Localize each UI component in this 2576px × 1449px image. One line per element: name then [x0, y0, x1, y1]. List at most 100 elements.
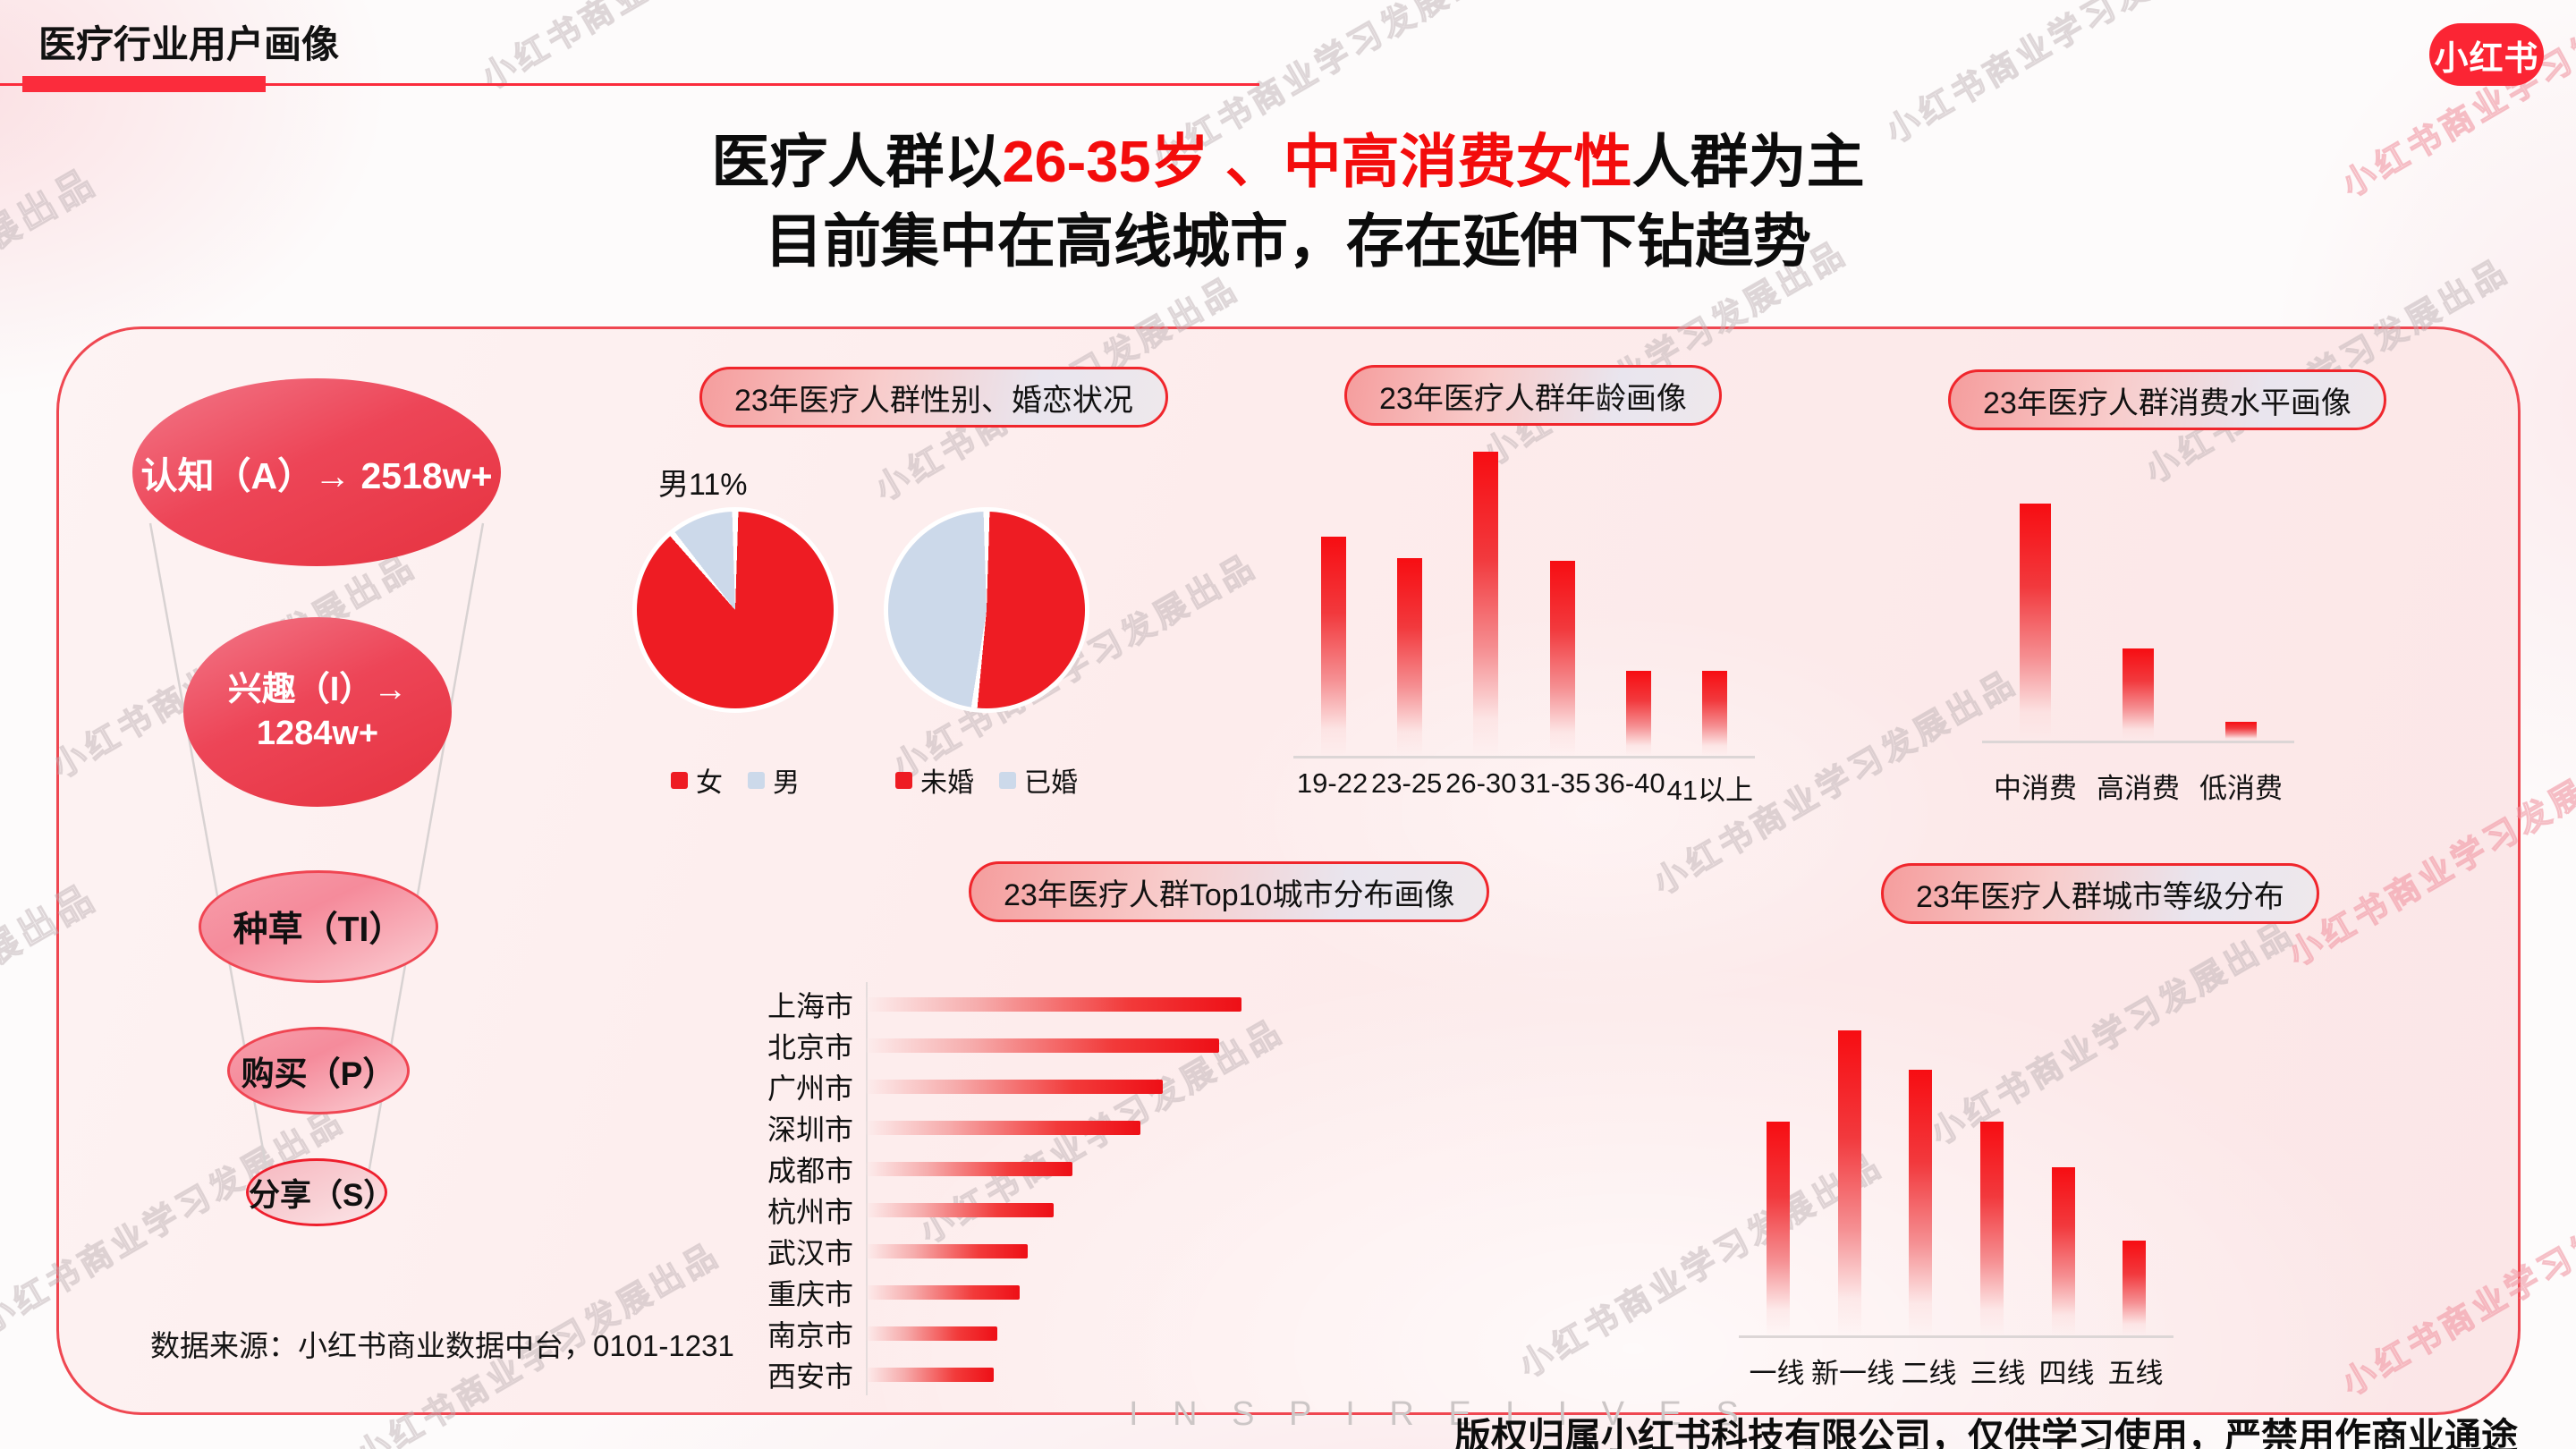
bar: [866, 1326, 997, 1341]
male-swatch: [748, 771, 765, 789]
bar: [1473, 452, 1499, 756]
funnel-stage-share-label: 分享（S）: [249, 1177, 395, 1213]
xiaohongshu-logo-text: 小红书: [2434, 39, 2539, 78]
city-row: 上海市: [732, 984, 1413, 1025]
bar: [1549, 561, 1575, 756]
bar-track: [866, 1368, 1413, 1382]
copyright-note: 版权归属小红书科技有限公司，仅供学习使用，严禁用作商业通途: [1454, 1416, 2518, 1449]
bar-track: [866, 1203, 1413, 1217]
city-tier-chart-labels: 一线 新一线 二线 三线 四线 五线: [1742, 1351, 2170, 1391]
bar-track: [866, 1038, 1413, 1053]
city-row: 南京市: [732, 1313, 1413, 1354]
pill-city-tier: 23年医疗人群城市等级分布: [1881, 863, 2319, 924]
top10-cities-bar-chart: 上海市 北京市 广州市 深圳市 成都市 杭州市 武汉市 重庆市 南京市 西安市: [732, 984, 1413, 1395]
bar-column: [2190, 504, 2292, 741]
city-tier-chart-axis: [1739, 1335, 2174, 1338]
bar-column: [1448, 452, 1524, 756]
bar: [1979, 1122, 2004, 1335]
consumption-bar-chart: [1984, 504, 2292, 741]
bar: [866, 1285, 1020, 1300]
title-prefix: 医疗人群以: [711, 129, 1003, 194]
funnel-stage-awareness: 认知（A）→ 2518w+: [132, 378, 501, 566]
marriage-pie-legend: 未婚 已婚: [875, 760, 1098, 800]
bar-label-slot: 36-40: [1592, 767, 1666, 800]
bar: [866, 1368, 994, 1382]
married-swatch: [999, 771, 1016, 789]
pill-age: 23年医疗人群年龄画像: [1344, 365, 1722, 426]
bar-track: [866, 1285, 1413, 1300]
bar-label-slot: 四线: [2032, 1351, 2101, 1391]
unmarried-swatch: [895, 771, 912, 789]
bar-label: 41以上: [1666, 775, 1754, 806]
bar-label: 一线: [1749, 1358, 1805, 1389]
funnel-guide-lines: [148, 522, 485, 1209]
bar-track: [866, 1162, 1413, 1176]
bar-label-slot: 二线: [1894, 1351, 1963, 1391]
city-label: 武汉市: [767, 1237, 853, 1269]
bar-track: [866, 1326, 1413, 1341]
bar-column: [1600, 452, 1676, 756]
consumption-chart-axis: [1982, 741, 2294, 743]
city-label: 广州市: [767, 1072, 853, 1105]
bar: [1837, 1030, 1861, 1335]
bar-label: 五线: [2107, 1358, 2164, 1389]
main-title-line1: 医疗人群以26-35岁 、中高消费女性人群为主: [483, 132, 2093, 191]
bar-label: 36-40: [1594, 767, 1665, 799]
bar: [1909, 1070, 1933, 1335]
legend-item-married: 已婚: [999, 760, 1078, 800]
bar-label: 新一线: [1811, 1358, 1894, 1389]
main-title: 医疗人群以26-35岁 、中高消费女性人群为主 目前集中在高线城市，存在延伸下钻…: [483, 132, 2093, 270]
marriage-pie-chart: [888, 512, 1085, 708]
age-chart-axis: [1293, 756, 1755, 758]
bar-column: [1742, 1030, 1814, 1335]
bar-label: 低消费: [2199, 773, 2283, 804]
city-row: 武汉市: [732, 1231, 1413, 1272]
bar-track: [866, 1244, 1413, 1258]
bar-label-slot: 中消费: [1984, 766, 2087, 806]
city-row: 深圳市: [732, 1107, 1413, 1148]
title-suffix: 人群为主: [1631, 129, 1865, 194]
bar-label: 19-22: [1296, 767, 1368, 799]
gender-pie-chart: [637, 512, 834, 708]
bar: [2123, 648, 2154, 741]
age-bar-chart: [1295, 452, 1753, 756]
bar: [2020, 504, 2051, 741]
consumption-chart-labels: 中消费 高消费 低消费: [1984, 766, 2292, 806]
bar: [866, 1038, 1219, 1053]
bar-label-slot: 高消费: [2087, 766, 2190, 806]
funnel-stage-purchase-label: 购买（P）: [241, 1055, 396, 1092]
bar-column: [1371, 452, 1447, 756]
pill-top10-cities: 23年医疗人群Top10城市分布画像: [969, 861, 1490, 922]
funnel-stage-purchase: 购买（P）: [227, 1027, 410, 1114]
bar: [2123, 1241, 2147, 1335]
male-share-annotation: 男11%: [658, 468, 748, 502]
bar-label: 二线: [1901, 1358, 1957, 1389]
bar: [866, 1080, 1163, 1094]
bar-column: [2028, 1030, 2099, 1335]
bar-column: [1814, 1030, 1885, 1335]
xiaohongshu-logo: 小红书: [2429, 23, 2544, 86]
bar-label: 中消费: [1994, 773, 2077, 804]
main-title-line2: 目前集中在高线城市，存在延伸下钻趋势: [764, 208, 1811, 274]
bar: [1396, 558, 1422, 756]
bar: [2225, 722, 2257, 741]
bar-column: [1956, 1030, 2028, 1335]
bar: [866, 1203, 1054, 1217]
bar: [866, 1121, 1140, 1135]
city-row: 成都市: [732, 1148, 1413, 1190]
bar-track: [866, 1080, 1413, 1094]
legend-item-female: 女: [671, 760, 723, 800]
bar-label-slot: 低消费: [2190, 766, 2292, 806]
bar-label-slot: 26-30: [1444, 767, 1518, 800]
bar: [866, 997, 1241, 1012]
funnel-stage-awareness-label: 认知（A）→ 2518w+: [140, 455, 493, 496]
bar-column: [1984, 504, 2087, 741]
city-label: 西安市: [767, 1360, 853, 1393]
bar-label-slot: 23-25: [1369, 767, 1444, 800]
bar: [1625, 671, 1651, 756]
city-row: 杭州市: [732, 1190, 1413, 1231]
top10-chart-axis: [866, 982, 868, 1395]
city-label: 北京市: [767, 1031, 853, 1063]
bar-label-slot: 一线: [1742, 1351, 1811, 1391]
